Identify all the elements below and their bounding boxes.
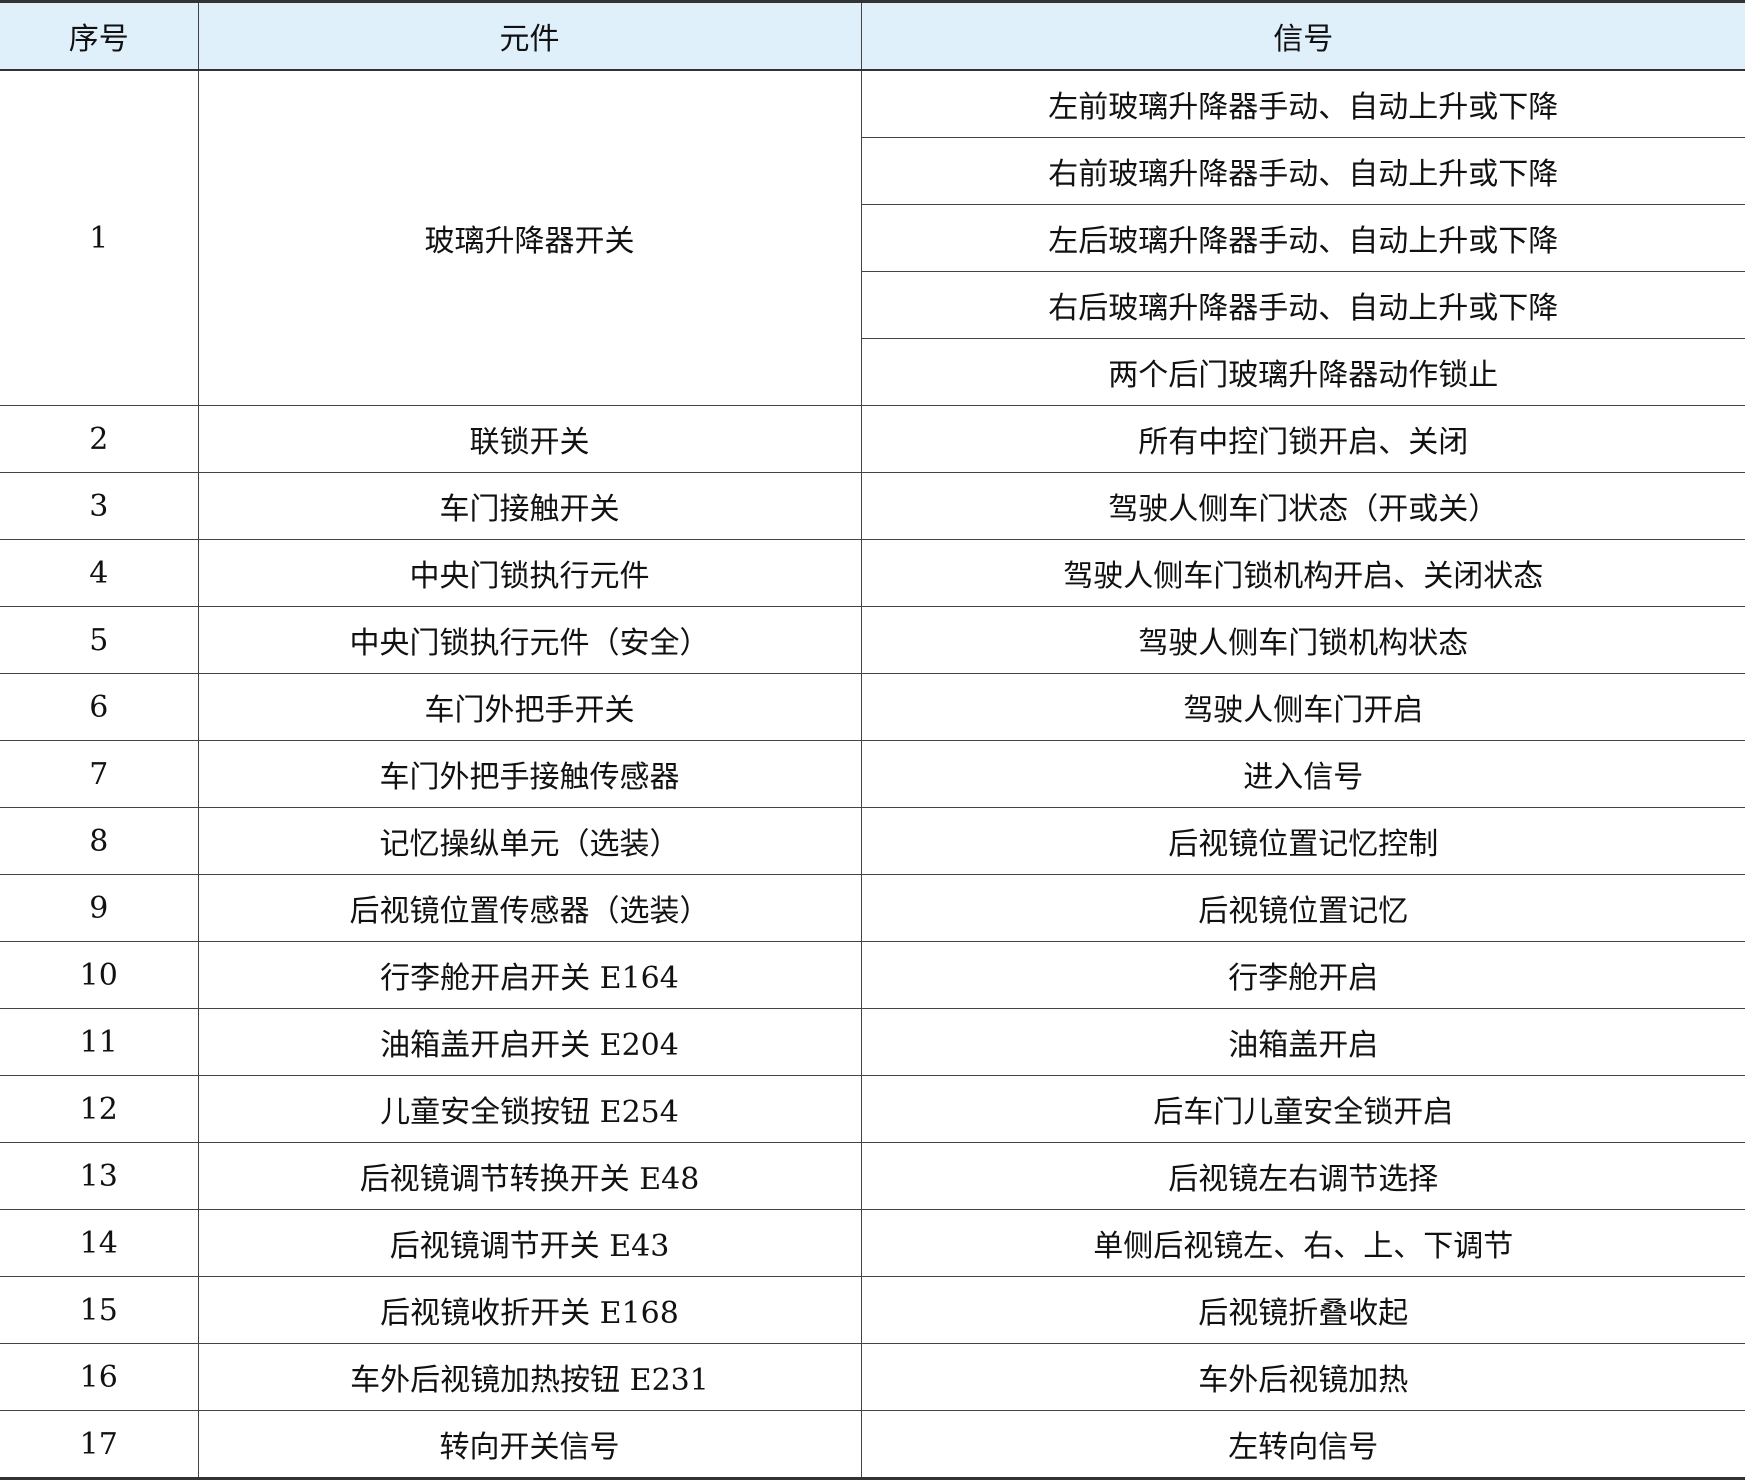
cell-signal: 驾驶人侧车门状态（开或关） [860, 472, 1745, 540]
cell-no: 8 [0, 807, 199, 875]
cell-no: 11 [0, 1008, 199, 1076]
cell-signal: 后车门儿童安全锁开启 [860, 1075, 1745, 1143]
table-row: 2 联锁开关 所有中控门锁开启、关闭 [0, 405, 1745, 473]
table-row: 右前玻璃升降器手动、自动上升或下降 [0, 137, 1745, 205]
cell-no: 10 [0, 941, 199, 1009]
table-row: 两个后门玻璃升降器动作锁止 [0, 338, 1745, 406]
table-row: 13 后视镜调节转换开关 E48 后视镜左右调节选择 [0, 1142, 1745, 1210]
table-row: 11 油箱盖开启开关 E204 油箱盖开启 [0, 1008, 1745, 1076]
cell-component: 记忆操纵单元（选装） [197, 807, 862, 875]
table-row: 7 车门外把手接触传感器 进入信号 [0, 740, 1745, 808]
cell-signal: 左前玻璃升降器手动、自动上升或下降 [860, 69, 1745, 138]
table-row: 6 车门外把手开关 驾驶人侧车门开启 [0, 673, 1745, 741]
cell-no: 7 [0, 740, 199, 808]
cell-signal: 车外后视镜加热 [860, 1343, 1745, 1411]
cell-signal: 后视镜折叠收起 [860, 1276, 1745, 1344]
cell-signal: 后视镜左右调节选择 [860, 1142, 1745, 1210]
cell-component: 后视镜调节转换开关 E48 [197, 1142, 862, 1210]
cell-no: 16 [0, 1343, 199, 1411]
cell-no: 6 [0, 673, 199, 741]
cell-signal: 后视镜位置记忆 [860, 874, 1745, 942]
table-row: 3 车门接触开关 驾驶人侧车门状态（开或关） [0, 472, 1745, 540]
table-row: 4 中央门锁执行元件 驾驶人侧车门锁机构开启、关闭状态 [0, 539, 1745, 607]
cell-component: 油箱盖开启开关 E204 [197, 1008, 862, 1076]
table-row: 14 后视镜调节开关 E43 单侧后视镜左、右、上、下调节 [0, 1209, 1745, 1277]
cell-no: 13 [0, 1142, 199, 1210]
cell-component: 玻璃升降器开关 [197, 69, 862, 406]
cell-component: 车门外把手接触传感器 [197, 740, 862, 808]
table-row: 15 后视镜收折开关 E168 后视镜折叠收起 [0, 1276, 1745, 1344]
header-signal: 信号 [860, 1, 1745, 71]
table-row: 左后玻璃升降器手动、自动上升或下降 [0, 204, 1745, 272]
cell-no: 12 [0, 1075, 199, 1143]
cell-signal: 驾驶人侧车门开启 [860, 673, 1745, 741]
cell-component: 车门外把手开关 [197, 673, 862, 741]
cell-component: 儿童安全锁按钮 E254 [197, 1075, 862, 1143]
cell-component: 后视镜调节开关 E43 [197, 1209, 862, 1277]
cell-no: 1 [0, 69, 199, 406]
cell-no: 15 [0, 1276, 199, 1344]
table-row: 17 转向开关信号 左转向信号 [0, 1410, 1745, 1479]
cell-signal: 所有中控门锁开启、关闭 [860, 405, 1745, 473]
cell-signal: 驾驶人侧车门锁机构状态 [860, 606, 1745, 674]
cell-signal: 油箱盖开启 [860, 1008, 1745, 1076]
cell-no: 17 [0, 1410, 199, 1479]
table-row: 8 记忆操纵单元（选装） 后视镜位置记忆控制 [0, 807, 1745, 875]
cell-component: 行李舱开启开关 E164 [197, 941, 862, 1009]
table-row: 1 玻璃升降器开关 左前玻璃升降器手动、自动上升或下降 [0, 69, 1745, 406]
cell-component: 中央门锁执行元件（安全） [197, 606, 862, 674]
cell-component: 后视镜收折开关 E168 [197, 1276, 862, 1344]
cell-component: 车门接触开关 [197, 472, 862, 540]
table-row: 12 儿童安全锁按钮 E254 后车门儿童安全锁开启 [0, 1075, 1745, 1143]
cell-signal: 右后玻璃升降器手动、自动上升或下降 [861, 271, 1745, 339]
cell-no: 2 [0, 405, 199, 473]
cell-signal: 右前玻璃升降器手动、自动上升或下降 [861, 137, 1745, 205]
table-row: 9 后视镜位置传感器（选装） 后视镜位置记忆 [0, 874, 1745, 942]
cell-no: 14 [0, 1209, 199, 1277]
header-row: 序号 元件 信号 [0, 1, 1745, 71]
cell-component: 联锁开关 [197, 405, 862, 473]
header-component: 元件 [197, 1, 862, 71]
cell-no: 3 [0, 472, 199, 540]
cell-no: 9 [0, 874, 199, 942]
cell-signal: 两个后门玻璃升降器动作锁止 [861, 338, 1745, 406]
table-row: 16 车外后视镜加热按钮 E231 车外后视镜加热 [0, 1343, 1745, 1411]
table-row: 10 行李舱开启开关 E164 行李舱开启 [0, 941, 1745, 1009]
table-row: 5 中央门锁执行元件（安全） 驾驶人侧车门锁机构状态 [0, 606, 1745, 674]
header-no: 序号 [0, 1, 199, 71]
cell-component: 车外后视镜加热按钮 E231 [197, 1343, 862, 1411]
cell-component: 后视镜位置传感器（选装） [197, 874, 862, 942]
cell-component: 转向开关信号 [197, 1410, 862, 1479]
cell-signal: 左转向信号 [860, 1410, 1745, 1479]
cell-signal: 后视镜位置记忆控制 [860, 807, 1745, 875]
cell-component: 中央门锁执行元件 [197, 539, 862, 607]
cell-no: 5 [0, 606, 199, 674]
cell-signal: 左后玻璃升降器手动、自动上升或下降 [861, 204, 1745, 272]
cell-signal: 行李舱开启 [860, 941, 1745, 1009]
cell-no: 4 [0, 539, 199, 607]
cell-signal: 驾驶人侧车门锁机构开启、关闭状态 [860, 539, 1745, 607]
cell-signal: 进入信号 [860, 740, 1745, 808]
cell-signal: 单侧后视镜左、右、上、下调节 [860, 1209, 1745, 1277]
